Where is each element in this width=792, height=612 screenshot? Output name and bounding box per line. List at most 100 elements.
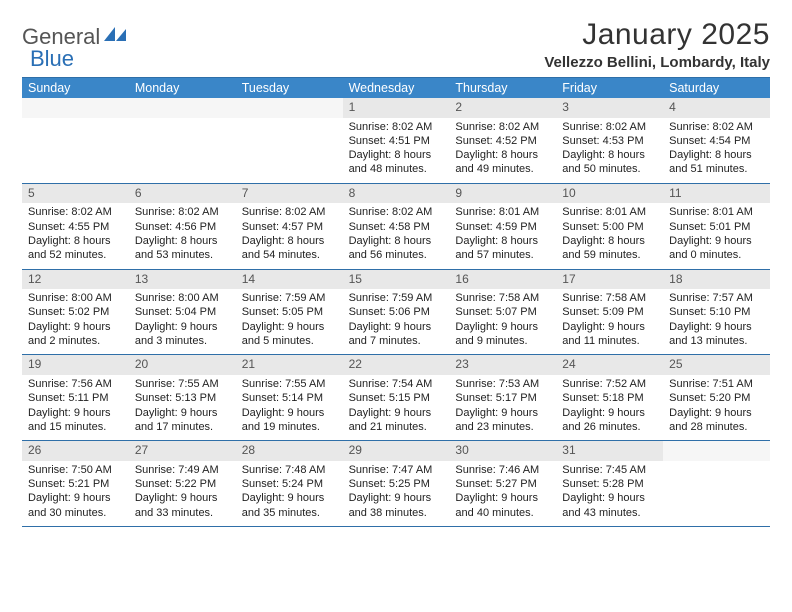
weekday-header-row: SundayMondayTuesdayWednesdayThursdayFrid… [22,78,770,98]
day-cell: 27Sunrise: 7:49 AMSunset: 5:22 PMDayligh… [129,441,236,526]
daylight-line-1: Daylight: 8 hours [455,148,550,162]
sunset-line: Sunset: 4:56 PM [135,220,230,234]
day-cell: 9Sunrise: 8:01 AMSunset: 4:59 PMDaylight… [449,184,556,269]
daylight-line-1: Daylight: 9 hours [562,491,657,505]
daylight-line-2: and 54 minutes. [242,248,337,262]
daylight-line-1: Daylight: 8 hours [669,148,764,162]
day-body [236,118,343,178]
week-row: 19Sunrise: 7:56 AMSunset: 5:11 PMDayligh… [22,355,770,441]
daylight-line-1: Daylight: 8 hours [349,234,444,248]
day-number: 8 [343,184,450,204]
sunrise-line: Sunrise: 8:02 AM [135,205,230,219]
day-number: 18 [663,270,770,290]
day-number: 19 [22,355,129,375]
daylight-line-1: Daylight: 9 hours [242,406,337,420]
day-cell: 21Sunrise: 7:55 AMSunset: 5:14 PMDayligh… [236,355,343,440]
weekday-header: Sunday [22,78,129,98]
location: Vellezzo Bellini, Lombardy, Italy [544,54,770,71]
day-cell: 16Sunrise: 7:58 AMSunset: 5:07 PMDayligh… [449,270,556,355]
day-number: 31 [556,441,663,461]
daylight-line-2: and 3 minutes. [135,334,230,348]
day-number: 6 [129,184,236,204]
day-body: Sunrise: 7:58 AMSunset: 5:07 PMDaylight:… [449,289,556,354]
daylight-line-2: and 0 minutes. [669,248,764,262]
day-body: Sunrise: 7:48 AMSunset: 5:24 PMDaylight:… [236,461,343,526]
day-cell: 18Sunrise: 7:57 AMSunset: 5:10 PMDayligh… [663,270,770,355]
day-cell [663,441,770,526]
sunrise-line: Sunrise: 8:01 AM [562,205,657,219]
sunset-line: Sunset: 5:22 PM [135,477,230,491]
daylight-line-2: and 49 minutes. [455,162,550,176]
day-number: 4 [663,98,770,118]
day-number: 17 [556,270,663,290]
sunrise-line: Sunrise: 7:56 AM [28,377,123,391]
sunrise-line: Sunrise: 8:02 AM [455,120,550,134]
day-body: Sunrise: 8:02 AMSunset: 4:54 PMDaylight:… [663,118,770,183]
day-cell: 22Sunrise: 7:54 AMSunset: 5:15 PMDayligh… [343,355,450,440]
day-cell: 20Sunrise: 7:55 AMSunset: 5:13 PMDayligh… [129,355,236,440]
day-cell: 4Sunrise: 8:02 AMSunset: 4:54 PMDaylight… [663,98,770,183]
sunrise-line: Sunrise: 8:02 AM [562,120,657,134]
sunset-line: Sunset: 5:06 PM [349,305,444,319]
day-number: 3 [556,98,663,118]
day-body: Sunrise: 8:02 AMSunset: 4:56 PMDaylight:… [129,203,236,268]
sunset-line: Sunset: 5:24 PM [242,477,337,491]
day-body: Sunrise: 8:01 AMSunset: 5:01 PMDaylight:… [663,203,770,268]
day-number: 10 [556,184,663,204]
day-body: Sunrise: 7:53 AMSunset: 5:17 PMDaylight:… [449,375,556,440]
daylight-line-2: and 9 minutes. [455,334,550,348]
day-cell: 5Sunrise: 8:02 AMSunset: 4:55 PMDaylight… [22,184,129,269]
sunrise-line: Sunrise: 7:59 AM [242,291,337,305]
sunset-line: Sunset: 4:58 PM [349,220,444,234]
week-row: 26Sunrise: 7:50 AMSunset: 5:21 PMDayligh… [22,441,770,527]
day-body: Sunrise: 7:56 AMSunset: 5:11 PMDaylight:… [22,375,129,440]
day-number: 12 [22,270,129,290]
sunrise-line: Sunrise: 7:53 AM [455,377,550,391]
daylight-line-1: Daylight: 9 hours [28,320,123,334]
daylight-line-2: and 11 minutes. [562,334,657,348]
day-body: Sunrise: 7:55 AMSunset: 5:13 PMDaylight:… [129,375,236,440]
day-number: 14 [236,270,343,290]
sunset-line: Sunset: 4:54 PM [669,134,764,148]
daylight-line-2: and 56 minutes. [349,248,444,262]
sunrise-line: Sunrise: 7:55 AM [135,377,230,391]
daylight-line-1: Daylight: 9 hours [562,406,657,420]
day-cell [22,98,129,183]
day-cell: 28Sunrise: 7:48 AMSunset: 5:24 PMDayligh… [236,441,343,526]
day-cell: 10Sunrise: 8:01 AMSunset: 5:00 PMDayligh… [556,184,663,269]
daylight-line-1: Daylight: 9 hours [242,320,337,334]
daylight-line-2: and 17 minutes. [135,420,230,434]
day-body: Sunrise: 7:51 AMSunset: 5:20 PMDaylight:… [663,375,770,440]
day-cell: 11Sunrise: 8:01 AMSunset: 5:01 PMDayligh… [663,184,770,269]
day-cell [129,98,236,183]
daylight-line-2: and 28 minutes. [669,420,764,434]
weekday-header: Wednesday [343,78,450,98]
weekday-header: Thursday [449,78,556,98]
daylight-line-1: Daylight: 9 hours [349,406,444,420]
day-number: 2 [449,98,556,118]
daylight-line-2: and 30 minutes. [28,506,123,520]
daylight-line-2: and 53 minutes. [135,248,230,262]
sunset-line: Sunset: 5:14 PM [242,391,337,405]
daylight-line-1: Daylight: 9 hours [135,406,230,420]
day-cell: 19Sunrise: 7:56 AMSunset: 5:11 PMDayligh… [22,355,129,440]
page: General January 2025 Vellezzo Bellini, L… [0,0,792,527]
weekday-header: Saturday [663,78,770,98]
sunrise-line: Sunrise: 8:02 AM [349,120,444,134]
day-cell: 14Sunrise: 7:59 AMSunset: 5:05 PMDayligh… [236,270,343,355]
daylight-line-2: and 57 minutes. [455,248,550,262]
day-body [129,118,236,178]
day-body [22,118,129,178]
day-body: Sunrise: 8:02 AMSunset: 4:52 PMDaylight:… [449,118,556,183]
sunset-line: Sunset: 5:15 PM [349,391,444,405]
brand-word-blue-wrap: Blue [30,40,74,72]
daylight-line-2: and 2 minutes. [28,334,123,348]
day-body: Sunrise: 7:57 AMSunset: 5:10 PMDaylight:… [663,289,770,354]
sunset-line: Sunset: 5:18 PM [562,391,657,405]
day-body [663,461,770,521]
week-row: 1Sunrise: 8:02 AMSunset: 4:51 PMDaylight… [22,98,770,184]
day-cell: 25Sunrise: 7:51 AMSunset: 5:20 PMDayligh… [663,355,770,440]
daylight-line-2: and 48 minutes. [349,162,444,176]
day-number [663,441,770,461]
day-number: 25 [663,355,770,375]
